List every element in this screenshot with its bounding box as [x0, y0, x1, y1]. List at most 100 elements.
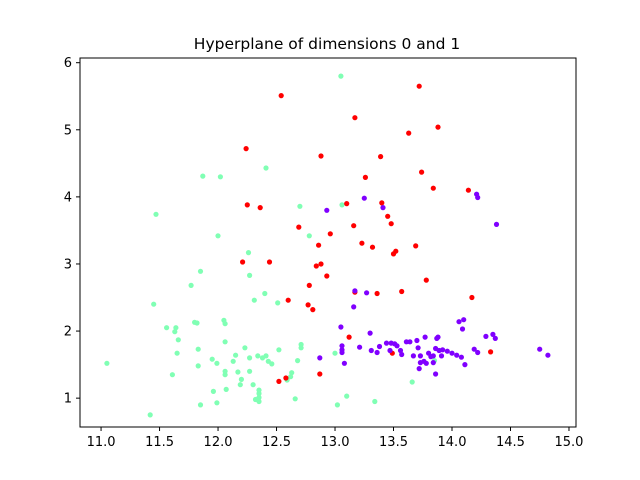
data-point [435, 124, 441, 130]
x-tick-label: 14.0 [438, 435, 467, 450]
data-point [490, 331, 496, 337]
data-point [285, 297, 291, 303]
data-point [488, 349, 494, 355]
data-point [351, 223, 357, 229]
data-point [209, 356, 215, 362]
y-tick-label: 4 [64, 190, 72, 205]
data-point [240, 259, 246, 265]
data-point [379, 200, 385, 206]
data-point [188, 282, 194, 288]
x-axis: 11.0 11.5 12.0 12.5 13.0 13.5 14.0 14.5 15.0 [87, 427, 584, 450]
data-point [210, 388, 216, 394]
data-point [368, 347, 374, 354]
x-tick-label: 12.0 [204, 435, 233, 450]
data-point [247, 368, 253, 374]
data-point [222, 372, 228, 378]
data-point [338, 73, 344, 79]
chart-title: Hyperplane of dimensions 0 and 1 [194, 35, 460, 53]
data-point [310, 307, 316, 313]
data-point [415, 345, 421, 351]
data-point [407, 339, 413, 345]
data-point [458, 354, 464, 360]
data-point [316, 242, 322, 248]
x-tick-label: 13.0 [321, 435, 350, 450]
data-point [359, 240, 365, 246]
y-tick-label: 1 [64, 392, 72, 407]
data-point [454, 352, 460, 358]
data-point [346, 334, 352, 340]
data-point [351, 304, 357, 310]
data-point [278, 93, 284, 99]
data-point [456, 319, 462, 325]
x-tick-label: 12.5 [262, 435, 291, 450]
data-point [238, 376, 244, 382]
data-point [433, 371, 439, 377]
data-point [222, 339, 228, 345]
data-point [317, 355, 323, 361]
data-point [317, 371, 323, 377]
data-point [462, 362, 468, 368]
data-point [399, 288, 405, 295]
data-point [332, 350, 338, 356]
data-point [292, 396, 298, 402]
x-tick-label: 15.0 [555, 435, 584, 450]
data-point [334, 402, 340, 408]
data-point [475, 194, 481, 201]
data-point [318, 261, 324, 267]
data-point [383, 340, 390, 346]
data-point [164, 325, 170, 331]
data-point [444, 348, 450, 354]
data-point [394, 343, 400, 349]
x-tick-label: 13.5 [379, 435, 408, 450]
data-point [197, 268, 204, 274]
data-point [409, 379, 415, 385]
data-point [339, 202, 345, 208]
data-point [298, 345, 304, 351]
data-point [313, 263, 319, 269]
data-point [372, 398, 378, 405]
data-point [104, 360, 110, 366]
data-point [364, 290, 370, 296]
data-point [388, 221, 394, 227]
data-point [197, 402, 204, 408]
data-point [324, 207, 330, 213]
data-point [430, 360, 436, 366]
data-point [475, 349, 481, 356]
data-point [245, 250, 252, 256]
data-point [422, 334, 428, 340]
data-point [416, 83, 422, 89]
y-tick-label: 3 [64, 257, 72, 272]
data-point [244, 202, 250, 208]
data-point [352, 288, 358, 294]
data-point [217, 174, 223, 180]
data-point [416, 366, 422, 372]
data-point [374, 349, 380, 356]
data-point [471, 346, 477, 352]
data-point [344, 201, 350, 207]
data-point [469, 294, 475, 301]
data-point [338, 324, 344, 330]
data-point [305, 302, 311, 308]
data-point [417, 353, 423, 359]
data-point [200, 173, 206, 179]
data-point [399, 351, 405, 358]
data-point [194, 320, 200, 326]
data-point [262, 290, 268, 297]
data-point [247, 355, 253, 361]
data-point [275, 300, 281, 306]
data-point [459, 326, 466, 332]
data-point [344, 393, 350, 399]
data-point [288, 374, 294, 380]
data-point [376, 343, 383, 350]
data-point [276, 378, 282, 384]
data-point [483, 333, 489, 339]
data-point [283, 375, 289, 381]
data-point [393, 248, 399, 254]
data-point [438, 353, 445, 359]
data-point [397, 347, 404, 354]
data-point [153, 211, 159, 217]
data-point [306, 233, 312, 239]
data-point [172, 329, 178, 335]
data-point [465, 187, 471, 193]
